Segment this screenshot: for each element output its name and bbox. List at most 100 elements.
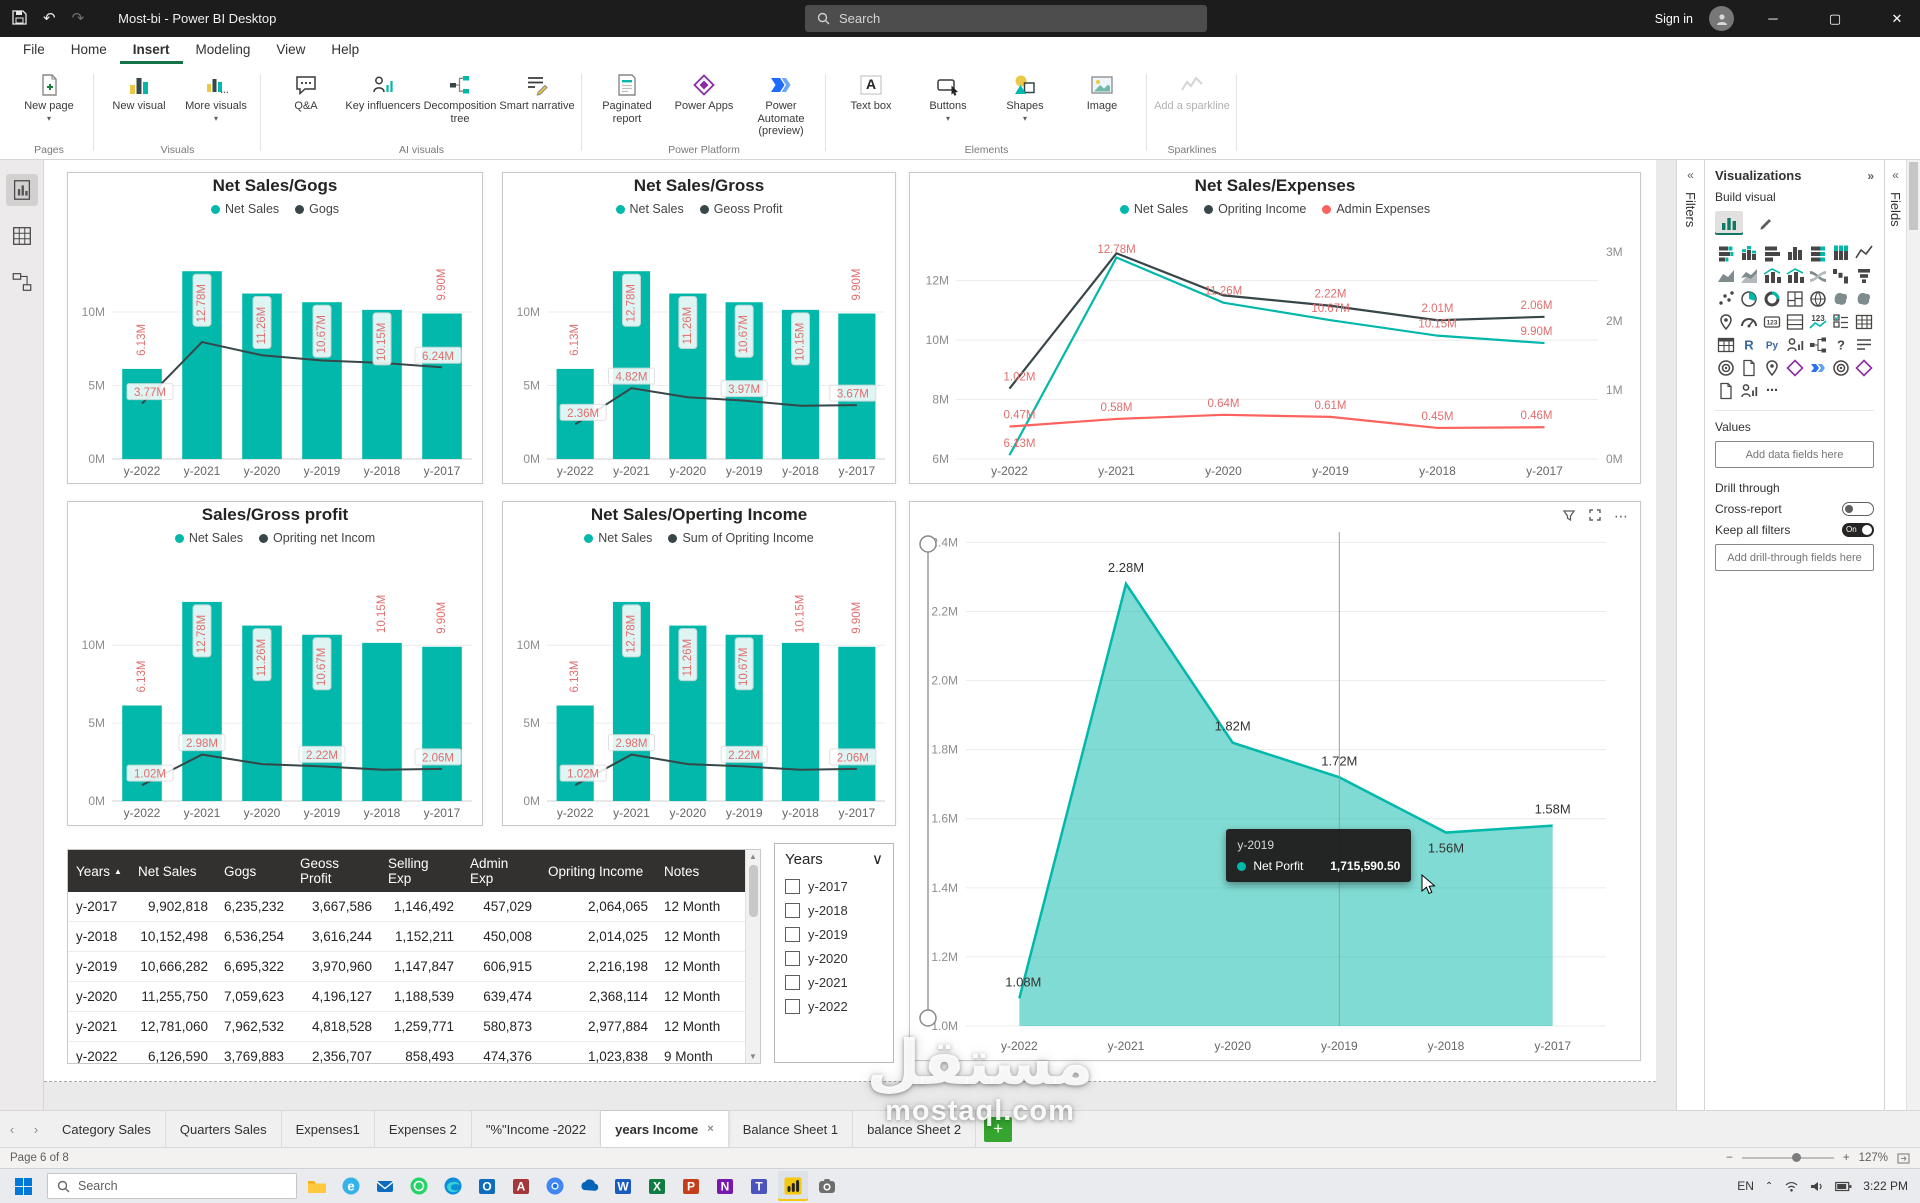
edge-taskbar-icon[interactable] <box>438 1171 468 1201</box>
tabs-scroll-left-icon[interactable]: ‹ <box>9 1121 15 1137</box>
menu-view[interactable]: View <box>276 42 306 57</box>
vertical-scrollbar[interactable] <box>1906 160 1920 1110</box>
smart-narrative-icon[interactable] <box>1853 334 1874 355</box>
metrics-icon[interactable] <box>1715 357 1736 378</box>
checkbox-y-2022[interactable] <box>785 998 800 1014</box>
column-header-opriting-income[interactable]: Opriting Income <box>548 863 644 879</box>
model-view-icon[interactable] <box>6 266 38 298</box>
table-row[interactable]: y-2021 12,781,060 7,962,532 4,818,528 1,259,… <box>68 1012 760 1042</box>
column-header-gogs[interactable]: Gogs <box>224 863 257 879</box>
teams-taskbar-icon[interactable]: T <box>744 1171 774 1201</box>
scroll-up-icon[interactable]: ▲ <box>749 852 757 861</box>
text-box-button[interactable]: A Text box <box>833 66 909 113</box>
wifi-icon[interactable] <box>1784 1180 1799 1193</box>
slicer-option-y-2019[interactable]: y-2019 <box>785 922 883 946</box>
report-view-icon[interactable] <box>5 174 38 206</box>
maximize-button[interactable]: ▢ <box>1828 10 1842 26</box>
column-header-notes[interactable]: Notes <box>664 863 700 879</box>
mail-taskbar-icon[interactable] <box>370 1171 400 1201</box>
page-tab-years-income[interactable]: years Income × <box>601 1111 729 1147</box>
chrome-taskbar-icon[interactable] <box>540 1171 570 1201</box>
line-and-clustered-column-chart-icon[interactable] <box>1784 265 1805 286</box>
matrix-icon[interactable] <box>1715 334 1736 355</box>
scrollbar-thumb[interactable] <box>1909 162 1918 230</box>
add-a-sparkline-button[interactable]: Add a sparkline <box>1154 66 1230 113</box>
filters-pane-collapsed[interactable]: « Filters <box>1676 160 1704 1110</box>
zoom-slider-thumb[interactable] <box>1792 1153 1802 1162</box>
outlook-taskbar-icon[interactable]: O <box>472 1171 502 1201</box>
tray-chevron-icon[interactable]: ⌃ <box>1764 1180 1774 1192</box>
internet-explorer-taskbar-icon[interactable]: e <box>336 1171 366 1201</box>
page-tab-quarters-sales[interactable]: Quarters Sales <box>166 1111 282 1147</box>
line-and-stacked-column-chart-icon[interactable] <box>1761 265 1782 286</box>
python-visual-icon[interactable]: Py <box>1761 334 1782 355</box>
zoom-slider[interactable] <box>1741 1153 1834 1162</box>
slicer-option-y-2022[interactable]: y-2022 <box>785 994 883 1018</box>
line-chart-icon[interactable] <box>1853 242 1874 263</box>
close-button[interactable]: ✕ <box>1891 10 1903 26</box>
column-header-admin-exp[interactable]: Admin Exp <box>470 856 509 886</box>
checkbox-y-2019[interactable] <box>785 926 800 942</box>
scatter-chart-icon[interactable] <box>1715 288 1736 309</box>
stacked-bar-chart-icon[interactable] <box>1715 242 1736 263</box>
more-visuals-button[interactable]: … More visuals ▾ <box>178 66 254 123</box>
area-chart-icon[interactable] <box>1715 265 1736 286</box>
checkbox-y-2020[interactable] <box>785 950 800 966</box>
tabs-scroll-right-icon[interactable]: › <box>33 1121 39 1137</box>
checkbox-y-2017[interactable] <box>785 878 800 894</box>
qa-visual-icon[interactable]: ? <box>1830 334 1851 355</box>
clock[interactable]: 3:22 PM <box>1863 1179 1908 1193</box>
ribbon-chart-icon[interactable] <box>1807 265 1828 286</box>
keep-all-filters-toggle[interactable]: On <box>1842 523 1874 537</box>
menu-home[interactable]: Home <box>70 42 107 57</box>
power-bi-taskbar-icon[interactable] <box>778 1171 808 1201</box>
power-apps-visual-icon[interactable] <box>1784 357 1805 378</box>
chart-net-sales-expenses[interactable]: Net Sales/Expenses Net Sales Opriting Inco… <box>909 172 1641 484</box>
camera-taskbar-icon[interactable] <box>812 1171 842 1201</box>
avatar[interactable] <box>1709 6 1734 31</box>
stacked-area-chart-icon[interactable] <box>1738 265 1759 286</box>
smart-narrative-button[interactable]: Smart narrative <box>499 66 575 113</box>
data-view-icon[interactable] <box>6 220 38 252</box>
table-row[interactable]: y-2019 10,666,282 6,695,322 3,970,960 1,147,… <box>68 952 760 982</box>
paginated-report-icon[interactable] <box>1738 357 1759 378</box>
paginated-report-button[interactable]: Paginated report <box>589 66 665 125</box>
scorecard-icon[interactable] <box>1830 357 1851 378</box>
power-automate-visual-icon[interactable] <box>1807 357 1828 378</box>
volume-icon[interactable] <box>1810 1180 1824 1193</box>
azure-map-icon[interactable] <box>1715 311 1736 332</box>
excel-taskbar-icon[interactable]: X <box>642 1171 672 1201</box>
redo-icon[interactable]: ↷ <box>71 10 85 27</box>
custom-visual-icon[interactable] <box>1853 357 1874 378</box>
treemap-icon[interactable] <box>1784 288 1805 309</box>
buttons-button[interactable]: Buttons ▾ <box>910 66 986 123</box>
column-header-geoss-profit[interactable]: Geoss Profit <box>300 856 340 886</box>
close-tab-icon[interactable]: × <box>707 1123 714 1135</box>
format-visual-tab[interactable] <box>1753 211 1781 235</box>
power-automate-preview-button[interactable]: Power Automate (preview) <box>743 66 819 138</box>
multi-row-card-icon[interactable] <box>1784 311 1805 332</box>
r-script-visual-icon[interactable]: R <box>1738 334 1759 355</box>
personalize-visual-icon[interactable] <box>1738 380 1759 401</box>
onedrive-taskbar-icon[interactable] <box>574 1171 604 1201</box>
key-influencers-icon[interactable] <box>1784 334 1805 355</box>
image-button[interactable]: Image <box>1064 66 1140 113</box>
file-explorer-taskbar-icon[interactable] <box>302 1171 332 1201</box>
chart-net-sales-operting-income[interactable]: Net Sales/Operting Income Net Sales Sum of… <box>502 501 896 826</box>
key-influencers-button[interactable]: Key influencers <box>345 66 421 113</box>
power-apps-button[interactable]: Power Apps <box>666 66 742 113</box>
word-taskbar-icon[interactable]: W <box>608 1171 638 1201</box>
page-tab-category-sales[interactable]: Category Sales <box>48 1111 166 1147</box>
page-tab-expenses-2[interactable]: Expenses 2 <box>375 1111 472 1147</box>
menu-file[interactable]: File <box>23 42 45 57</box>
funnel-chart-icon[interactable] <box>1853 265 1874 286</box>
start-button[interactable] <box>4 1169 42 1203</box>
fit-to-page-icon[interactable] <box>1897 1152 1910 1164</box>
gauge-icon[interactable] <box>1738 311 1759 332</box>
chart-net-sales-gogs[interactable]: Net Sales/Gogs Net Sales Gogs 0M 5M 10M y-2022… <box>67 172 483 484</box>
table-scrollbar[interactable]: ▲ ▼ <box>745 850 760 1063</box>
clustered-bar-chart-icon[interactable] <box>1761 242 1782 263</box>
filter-icon[interactable] <box>1562 508 1576 525</box>
page-tab-balance-sheet-2[interactable]: balance Sheet 2 <box>853 1111 977 1147</box>
pie-chart-icon[interactable] <box>1738 288 1759 309</box>
